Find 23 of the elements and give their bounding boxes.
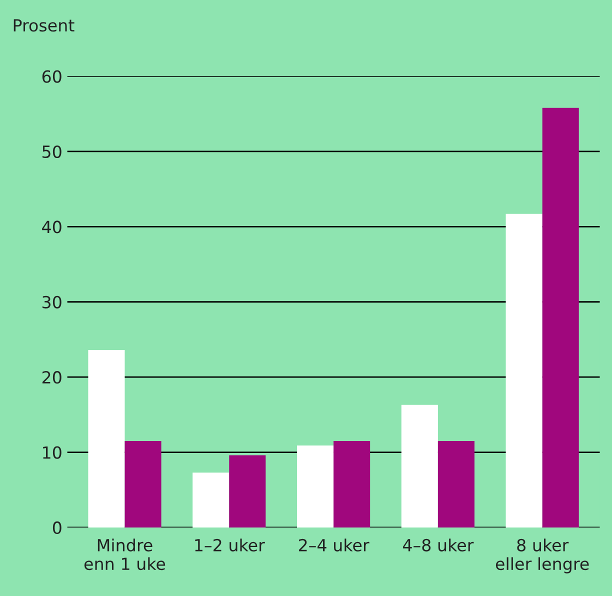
x-tick-label: 2–4 uker	[298, 538, 370, 552]
bar	[438, 440, 474, 528]
bar	[192, 472, 230, 528]
bar	[334, 440, 370, 528]
y-tick-label: 20	[42, 371, 62, 384]
bar	[229, 455, 266, 528]
x-tick-label: 4–8 uker	[402, 538, 474, 552]
y-tick-label: 40	[42, 220, 62, 234]
x-tick-label: 8 uker eller lengre	[496, 538, 589, 574]
y-tick-label: 10	[43, 446, 62, 459]
x-tick-label: 1–2 uker	[195, 538, 265, 552]
y-tick-label: 30	[42, 296, 62, 308]
bar	[297, 445, 334, 528]
y-tick-label: 0	[52, 521, 62, 534]
bar	[124, 440, 162, 528]
bar	[506, 214, 542, 528]
y-axis-title: Prosent	[14, 19, 74, 32]
bar	[88, 350, 125, 528]
bar	[542, 108, 579, 528]
bar	[401, 404, 438, 528]
y-tick-label: 60	[42, 70, 62, 83]
y-tick-label: 50	[42, 145, 62, 158]
x-tick-label: Mindre enn 1 uke	[84, 538, 166, 570]
